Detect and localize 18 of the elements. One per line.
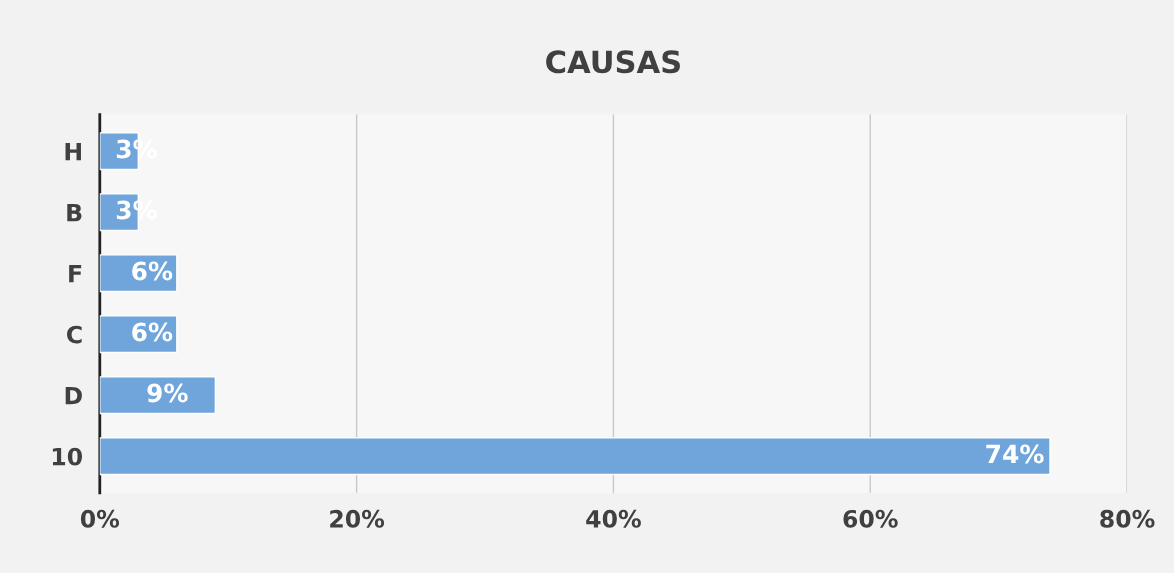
y-tick-label: 10 [52, 447, 82, 466]
x-tick-label: 80% [1100, 509, 1155, 528]
data-label: 9% [147, 383, 188, 403]
bar [99, 437, 1051, 476]
y-tick-label: B [67, 203, 82, 222]
x-tick-label: 0% [80, 509, 120, 528]
chart-title: CAUSAS [546, 50, 680, 74]
y-tick-label: H [65, 142, 81, 161]
x-tick-label: 20% [330, 509, 385, 528]
data-label: 6% [132, 261, 173, 281]
data-label: 6% [132, 322, 173, 342]
y-tick-label: C [66, 325, 82, 344]
y-tick-label: F [69, 264, 82, 283]
data-label: 74% [986, 444, 1044, 464]
bar [99, 376, 217, 415]
y-tick-label: D [65, 386, 82, 405]
x-tick-label: 60% [843, 509, 898, 528]
x-tick-label: 40% [586, 509, 641, 528]
